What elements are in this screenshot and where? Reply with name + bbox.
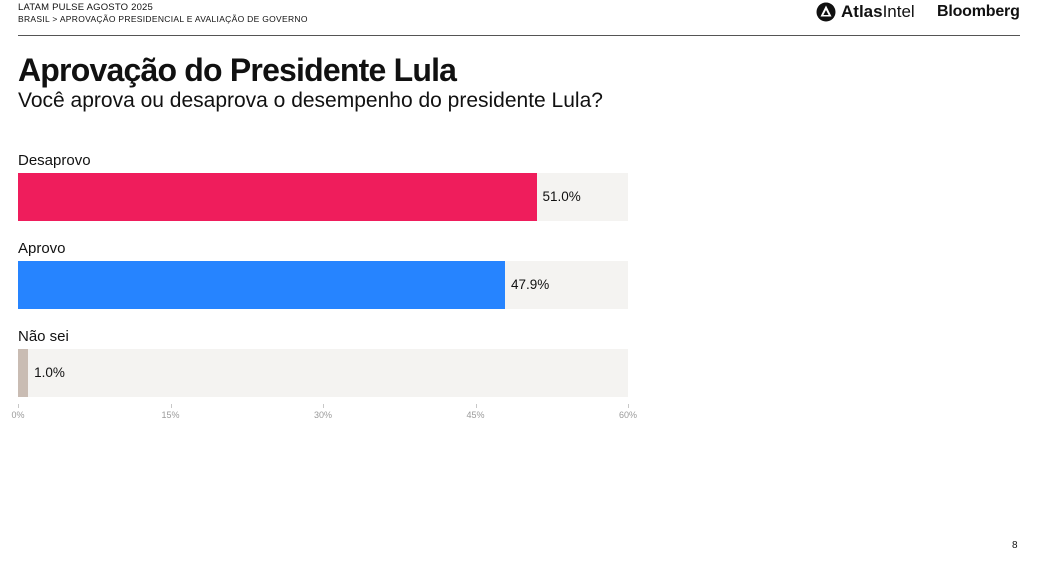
atlasintel-logo: AtlasIntel xyxy=(816,2,915,22)
breadcrumb: BRASIL > APROVAÇÃO PRESIDENCIAL E AVALIA… xyxy=(18,14,308,24)
value-label-desaprovo: 51.0% xyxy=(542,189,581,204)
header-divider xyxy=(18,35,1020,36)
category-label-desaprovo: Desaprovo xyxy=(18,152,91,169)
page-number: 8 xyxy=(1012,540,1018,551)
x-tick-label: 60% xyxy=(618,410,638,420)
header-left: LATAM PULSE AGOSTO 2025 BRASIL > APROVAÇ… xyxy=(18,2,308,24)
bar-desaprovo xyxy=(18,173,537,221)
atlas-wordmark-light: Intel xyxy=(882,2,915,21)
value-label-nao-sei: 1.0% xyxy=(34,365,65,380)
bar-track-desaprovo xyxy=(18,173,628,221)
x-tick-mark xyxy=(323,404,324,408)
bar-nao-sei xyxy=(18,349,29,397)
value-label-aprovo: 47.9% xyxy=(510,277,550,292)
x-tick-mark xyxy=(628,404,629,408)
x-tick-label: 45% xyxy=(466,410,485,420)
bloomberg-logo: Bloomberg xyxy=(937,3,1020,20)
category-label-nao-sei: Não sei xyxy=(18,328,69,345)
bar-aprovo xyxy=(18,261,505,309)
report-series-label: LATAM PULSE AGOSTO 2025 xyxy=(18,2,154,13)
bar-track-nao-sei xyxy=(18,349,628,397)
atlas-logo-icon xyxy=(816,2,836,22)
page-title: Aprovação do Presidente Lula xyxy=(18,52,457,88)
x-tick-mark xyxy=(475,404,477,408)
x-tick-mark xyxy=(170,404,172,408)
category-label-aprovo: Aprovo xyxy=(18,240,66,257)
page-subtitle: Você aprova ou desaprova o desempenho do… xyxy=(18,89,603,112)
bar-track-aprovo xyxy=(18,261,628,309)
x-tick-label: 0% xyxy=(11,410,25,420)
atlas-wordmark-bold: Atlas xyxy=(841,2,883,21)
x-tick-mark xyxy=(18,404,19,408)
x-tick-label: 30% xyxy=(313,410,333,420)
x-tick-label: 15% xyxy=(161,410,180,420)
